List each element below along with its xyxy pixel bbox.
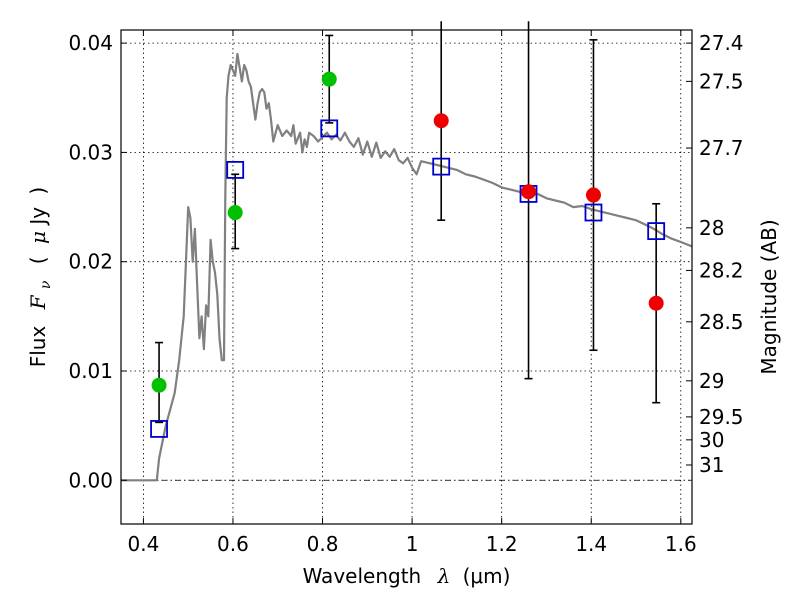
y-tick-label: 0.00 [68, 468, 113, 492]
red-point-marker [521, 184, 537, 200]
x-tick-label: 0.8 [307, 532, 339, 556]
right-tick-label: 28 [699, 216, 724, 240]
x-tick-label: 1.2 [486, 532, 518, 556]
y-axis-label-subscript: ν [38, 280, 54, 289]
y-tick-label: 0.03 [68, 140, 113, 164]
x-tick-label: 1 [406, 532, 419, 556]
model-square-marker [226, 160, 245, 179]
green-point-marker [321, 71, 337, 87]
y-axis-label: Flux F ν ( μ Jy ) [26, 187, 55, 368]
x-tick-label: 0.4 [127, 532, 159, 556]
tick-label-layer: 0.4 0.6 0.8 1 1.2 1.4 1.6 0.00 0.01 0.02 0.03 0.04 2… [68, 31, 743, 556]
model-square-layer [150, 119, 666, 438]
x-tick-label: 1.4 [575, 532, 607, 556]
x-axis-label-symbol: λ [437, 564, 451, 588]
y-axis-label-text: Flux [26, 326, 50, 368]
right-tick-label: 27.7 [699, 136, 744, 160]
x-tick-label: 0.6 [217, 532, 249, 556]
model-square-marker [150, 420, 168, 438]
model-square-marker [647, 222, 666, 240]
right-tick-label: 30 [699, 428, 724, 452]
y-tick-label: 0.02 [68, 250, 113, 274]
y-tick-label: 0.01 [68, 359, 113, 383]
right-axis-label: Magnitude (AB) [757, 219, 781, 374]
y-axis-label-unit: Jy [26, 207, 50, 227]
error-bar-layer [155, 21, 661, 424]
right-tick-label: 31 [699, 453, 724, 477]
grid-layer [121, 30, 692, 524]
y-axis-label-symbol: F [26, 294, 50, 310]
red-point-marker [648, 295, 664, 311]
green-point-marker [227, 205, 243, 221]
plot-frame [120, 29, 693, 525]
x-axis-label-text: Wavelength [303, 564, 422, 588]
right-tick-label: 27.5 [699, 69, 744, 93]
green-point-marker [151, 377, 167, 393]
y-axis-label-unit-open: ( [26, 256, 50, 264]
model-spectrum-layer [121, 52, 693, 482]
x-axis-label: Wavelength λ (μm) [303, 564, 511, 588]
model-square-marker [432, 157, 451, 176]
y-axis-label-unit-mu: μ [26, 231, 50, 244]
y-tick-label: 0.04 [68, 31, 113, 55]
model-square-marker [320, 119, 339, 138]
right-tick-label: 28.2 [699, 258, 744, 282]
model-square-marker [584, 203, 603, 222]
y-axis-label-unit-close: ) [26, 187, 50, 195]
right-tick-label: 28.5 [699, 310, 744, 334]
x-axis-label-unit: (μm) [463, 564, 511, 588]
red-point-marker [585, 187, 601, 203]
photometry-point-layer [151, 71, 664, 393]
tick-layer [121, 30, 692, 524]
right-tick-label: 29 [699, 369, 724, 393]
red-point-marker [433, 113, 449, 129]
model-spectrum-line [121, 52, 693, 482]
right-tick-label: 29.5 [699, 405, 744, 429]
x-tick-label: 1.6 [665, 532, 697, 556]
right-tick-label: 27.4 [699, 31, 744, 55]
